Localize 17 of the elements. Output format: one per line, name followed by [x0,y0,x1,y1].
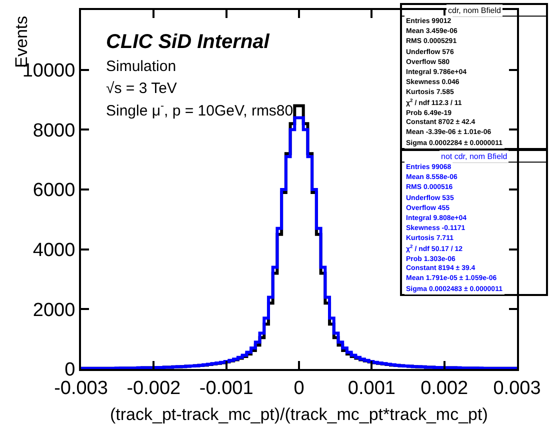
y-tick-label: 2000 [32,300,76,321]
x-axis-title: (track_pt-track_mc_pt)/(track_mc_pt*track_mc_pt) [110,405,488,424]
x-tick-label: -0.002 [126,378,181,399]
x-tick-label: 0.003 [493,378,541,399]
y-tick-label: 4000 [32,240,76,261]
text: not cdr, nom Bfield [441,152,508,161]
annotation: √s = 3 TeV [106,80,177,97]
y-tick-label: 8000 [32,120,76,142]
x-tick-label: 0 [294,378,304,399]
annotation: Simulation [106,58,176,75]
legend-label: cdr, nom Bfield [448,6,501,15]
y-tick-label: 6000 [32,180,76,202]
x-tick-label: 0.002 [420,378,468,399]
annotation: Single μ$^{-}$, p = 10GeV, rms80 [106,100,294,120]
annotation: CLIC SiD Internal [106,31,270,53]
x-tick-label: 0.001 [348,378,396,399]
x-tick-label: -0.001 [199,378,254,399]
